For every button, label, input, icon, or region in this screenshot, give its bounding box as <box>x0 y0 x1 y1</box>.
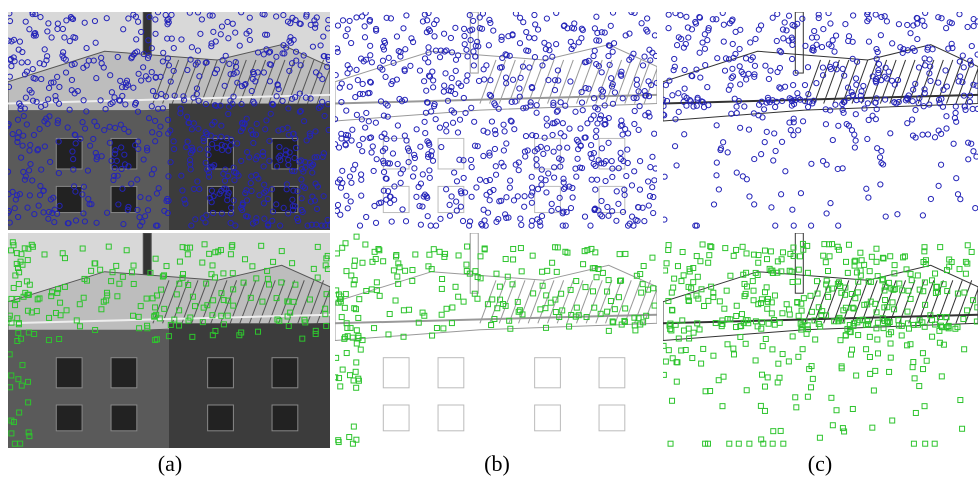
window <box>272 405 298 431</box>
window <box>56 358 82 388</box>
figure: (a) (b) (c) <box>0 0 980 486</box>
image-panel <box>661 233 980 448</box>
window <box>56 405 82 431</box>
panels <box>5 9 980 448</box>
window <box>111 138 137 169</box>
image-panel <box>661 10 980 230</box>
wall <box>8 330 169 448</box>
image-panel <box>5 10 333 230</box>
image-panel <box>332 9 660 230</box>
window <box>111 358 137 388</box>
window <box>272 358 298 388</box>
window <box>208 405 234 431</box>
caption: (b) <box>484 451 510 476</box>
image-panel <box>6 233 333 448</box>
wall <box>169 323 330 448</box>
image-panel <box>333 233 661 448</box>
window <box>111 405 137 431</box>
caption: (c) <box>808 451 832 476</box>
caption: (a) <box>158 451 182 476</box>
window <box>208 358 234 388</box>
